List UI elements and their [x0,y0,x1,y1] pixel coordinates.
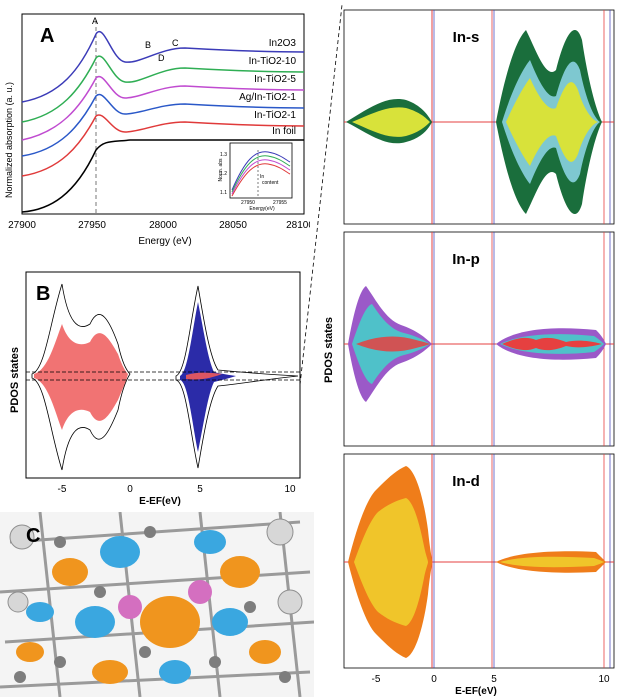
x-tick-28100: 28100 [286,220,310,231]
inset-ytick-2: 1.2 [220,171,227,177]
row-in-s: In-s [343,9,615,225]
inset-chart: Norm. abs 1.3 1.2 1.1 In content 27950 2… [218,142,293,212]
spectrum-in-tio2-1 [21,114,305,177]
pdos-b-red-fill [34,324,128,430]
spectrum-in2o3 [21,30,305,103]
panel-label-c: C [26,525,40,547]
pdos-b-xtick-2: 0 [127,484,133,495]
legend-in-tio2-10: In-TiO2-10 [249,56,297,67]
legend-ag-in-tio2-1: Ag/In-TiO2-1 [239,92,296,103]
right-xtick-4: 10 [598,674,610,685]
panel-b: B PDOS states -5 0 5 10 E-EF(eV) [0,262,310,507]
pdos-b-xtick-4: 10 [284,484,296,495]
connector-lines [300,4,343,386]
row-label-in-s: In-s [453,29,480,46]
peak-label-d: D [158,53,165,63]
x-tick-27950: 27950 [78,220,106,231]
inset-ylabel: Norm. abs [218,158,224,182]
inset-xlabel: Energy(eV) [249,206,275,212]
legend-in2o3: In2O3 [269,38,297,49]
inset-ytick-3: 1.1 [220,190,227,196]
spectrum-ag-in-tio2-1 [21,93,305,157]
pdos-b-xlabel: E-EF(eV) [139,496,181,507]
xanes-chart: A Normalized absorption (a. u.) Energy (… [4,13,310,247]
pdos-b-envelope-right [175,285,299,469]
legend-in-foil: In foil [272,126,296,137]
x-axis-label: Energy (eV) [138,236,191,247]
panel-a: A Normalized absorption (a. u.) Energy (… [0,0,310,255]
right-xlabel: E-EF(eV) [455,686,497,697]
pdos-b-chart: B PDOS states -5 0 5 10 E-EF(eV) [9,271,301,507]
x-tick-27900: 27900 [8,220,36,231]
legend-in-tio2-5: In-TiO2-5 [254,74,296,85]
plot-frame [21,13,305,215]
pdos-b-ylabel: PDOS states [9,347,21,413]
charge-density-render: C [0,512,314,697]
right-xtick-3: 5 [491,674,497,685]
y-axis-label: Normalized absorption (a. u.) [4,82,14,198]
panel-c: C [0,512,314,697]
right-ylabel: PDOS states [323,317,335,383]
right-xtick-1: -5 [372,674,381,685]
inset-xtick-1: 27950 [241,200,255,206]
peak-label-a: A [92,16,98,26]
spectrum-in-foil [21,139,304,213]
spectrum-in-tio2-10 [21,55,305,123]
peak-label-c: C [172,38,179,48]
spectrum-in-tio2-5 [21,75,305,141]
pdos-right-chart: PDOS states In-s [323,9,615,697]
row-in-p: In-p [343,231,615,447]
x-tick-28050: 28050 [219,220,247,231]
row-label-in-p: In-p [452,251,480,268]
panel-label-b: B [36,283,50,305]
row-in-d: In-d [343,453,615,669]
inset-annotation-2: content [262,180,279,186]
panel-label-a: A [40,25,54,47]
x-tick-28000: 28000 [149,220,177,231]
pdos-b-xtick-3: 5 [197,484,203,495]
row-label-in-d: In-d [452,473,480,490]
pdos-b-xtick-1: -5 [58,484,67,495]
inset-xtick-2: 27955 [273,200,287,206]
right-pdos-panel: PDOS states In-s [316,0,619,697]
inset-ytick-1: 1.3 [220,152,227,158]
legend-in-tio2-1: In-TiO2-1 [254,110,296,121]
right-xtick-2: 0 [431,674,437,685]
inset-annotation-1: In [260,174,264,180]
peak-label-b: B [145,40,151,50]
